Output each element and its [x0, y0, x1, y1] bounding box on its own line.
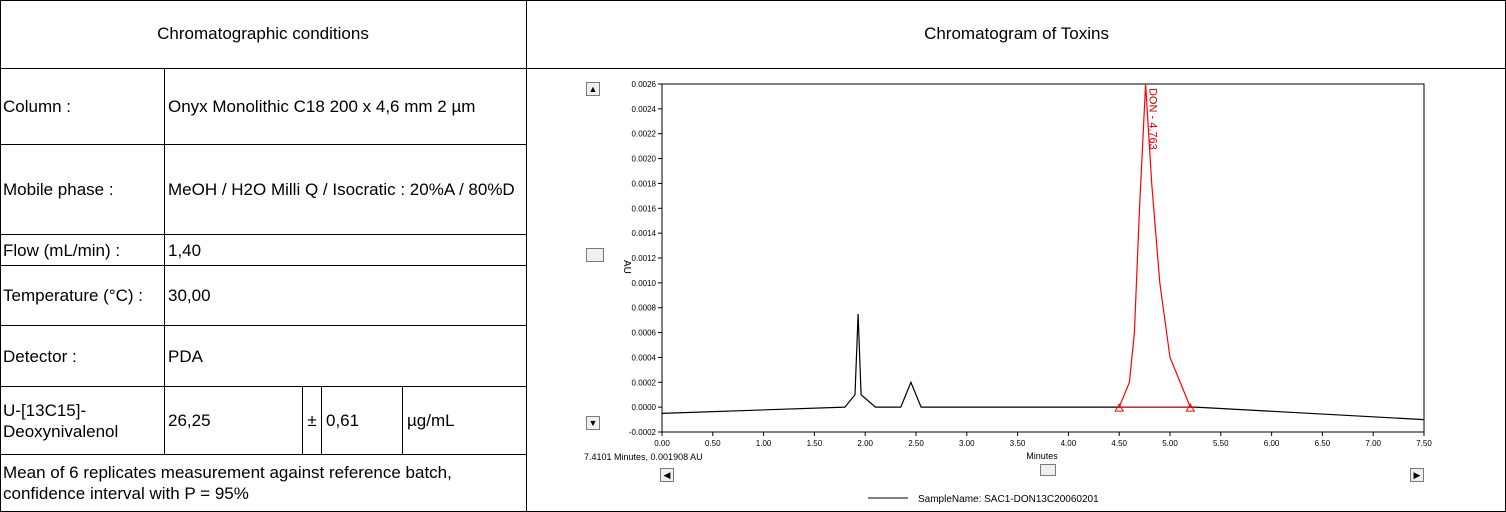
- x-tick-label: 3.00: [959, 439, 975, 448]
- y-tick-label: 0.0016: [632, 204, 657, 213]
- peak-marker: [1114, 403, 1125, 412]
- column-label: Column :: [3, 97, 72, 116]
- y-tick-label: 0.0008: [632, 304, 657, 313]
- x-tick-label: 2.00: [857, 439, 873, 448]
- unit-divider: [402, 386, 403, 454]
- x-tick-label: 0.00: [654, 439, 670, 448]
- x-tick-label: 2.50: [908, 439, 924, 448]
- y-axis: -0.0002 0.0000 0.0002 0.0004 0.0006 0.0008 0.0…: [629, 80, 662, 437]
- detector-label: Detector :: [3, 346, 77, 366]
- peak-trace: [1118, 83, 1191, 408]
- flow-label: Flow (mL/min) :: [3, 240, 121, 260]
- chromatogram-panel: ▲ ▼ -0.0002 0.0000 0.0002 0.0004 0.0006 0.000…: [578, 74, 1436, 506]
- scroll-left-button[interactable]: ◀: [660, 468, 674, 482]
- footnote: Mean of 6 replicates measurement against…: [3, 463, 452, 503]
- x-tick-label: 5.00: [1162, 439, 1178, 448]
- x-tick-label: 0.50: [705, 439, 721, 448]
- cursor-readout: 7.4101 Minutes, 0.001908 AU: [584, 452, 703, 462]
- conditions-header: Chromatographic conditions: [157, 24, 369, 43]
- detector-value: PDA: [168, 346, 203, 366]
- x-tick-label: 6.50: [1315, 439, 1331, 448]
- y-tick-label: 0.0026: [632, 80, 657, 89]
- row-divider: [0, 265, 526, 266]
- temperature-label: Temperature (°C) :: [3, 286, 144, 305]
- mobile-phase-label: Mobile phase :: [3, 180, 114, 199]
- standard-label: U-[13C15]-Deoxynivalenol: [3, 400, 119, 441]
- y-axis-label: AU: [621, 260, 632, 274]
- vertical-scroll-thumb[interactable]: [586, 248, 604, 262]
- y-tick-label: 0.0018: [632, 179, 657, 188]
- x-tick-label: 7.00: [1365, 439, 1381, 448]
- plot-area: [661, 83, 1425, 433]
- y-tick-label: 0.0010: [632, 279, 657, 288]
- x-axis-label: Minutes: [1026, 451, 1058, 461]
- mobile-phase-value: MeOH / H2O Milli Q / Isocratic : 20%A / …: [168, 180, 515, 199]
- x-tick-label: 1.00: [756, 439, 772, 448]
- y-tick-label: 0.0006: [632, 329, 657, 338]
- x-tick-label: 3.50: [1010, 439, 1026, 448]
- column-divider: [526, 0, 527, 512]
- x-tick-label: 6.00: [1264, 439, 1280, 448]
- y-tick-label: 0.0012: [632, 254, 657, 263]
- value-divider: [302, 386, 303, 454]
- y-tick-label: -0.0002: [629, 428, 657, 437]
- y-tick-label: 0.0002: [632, 378, 657, 387]
- peak-marker: [1185, 403, 1196, 412]
- legend-entry: SampleName: SAC1-DON13C20060201: [918, 494, 1099, 505]
- scroll-up-button[interactable]: ▲: [586, 82, 600, 96]
- x-tick-label: 4.50: [1111, 439, 1127, 448]
- label-divider: [164, 68, 165, 454]
- row-divider: [0, 325, 526, 326]
- chromatogram-chart: -0.0002 0.0000 0.0002 0.0004 0.0006 0.0008 0.0…: [584, 80, 1432, 505]
- row-divider: [0, 234, 526, 235]
- y-tick-label: 0.0000: [632, 403, 657, 412]
- x-tick-label: 1.50: [807, 439, 823, 448]
- standard-value: 26,25: [168, 411, 211, 430]
- y-tick-label: 0.0022: [632, 130, 657, 139]
- row-divider: [0, 144, 526, 145]
- x-tick-label: 4.00: [1061, 439, 1077, 448]
- column-value: Onyx Monolithic C18 200 x 4,6 mm 2 µm: [168, 97, 476, 116]
- scroll-down-button[interactable]: ▼: [586, 416, 600, 430]
- standard-uncertainty: 0,61: [326, 411, 360, 430]
- flow-value: 1,40: [168, 240, 202, 260]
- row-divider: [0, 454, 526, 455]
- y-tick-label: 0.0024: [632, 105, 657, 114]
- plus-minus: ±: [307, 411, 317, 430]
- peak-annotation: DON - 4.763: [1147, 88, 1159, 150]
- scroll-right-button[interactable]: ▶: [1410, 468, 1424, 482]
- x-axis: 0.00 0.50 1.00 1.50 2.00 2.50 3.00 3.50 4.00 4.50…: [654, 432, 1432, 448]
- y-tick-label: 0.0004: [632, 353, 657, 362]
- x-tick-label: 7.50: [1416, 439, 1432, 448]
- y-tick-label: 0.0020: [632, 155, 657, 164]
- temperature-value: 30,00: [168, 286, 211, 305]
- standard-unit: µg/mL: [407, 411, 455, 430]
- x-tick-label: 5.50: [1213, 439, 1229, 448]
- chromatogram-header: Chromatogram of Toxins: [924, 24, 1109, 43]
- series-group: [661, 83, 1425, 421]
- header-divider: [0, 68, 1506, 69]
- pm-divider: [321, 386, 322, 454]
- horizontal-scroll-thumb[interactable]: [1040, 464, 1056, 476]
- row-divider: [0, 386, 526, 387]
- y-tick-label: 0.0014: [632, 229, 657, 238]
